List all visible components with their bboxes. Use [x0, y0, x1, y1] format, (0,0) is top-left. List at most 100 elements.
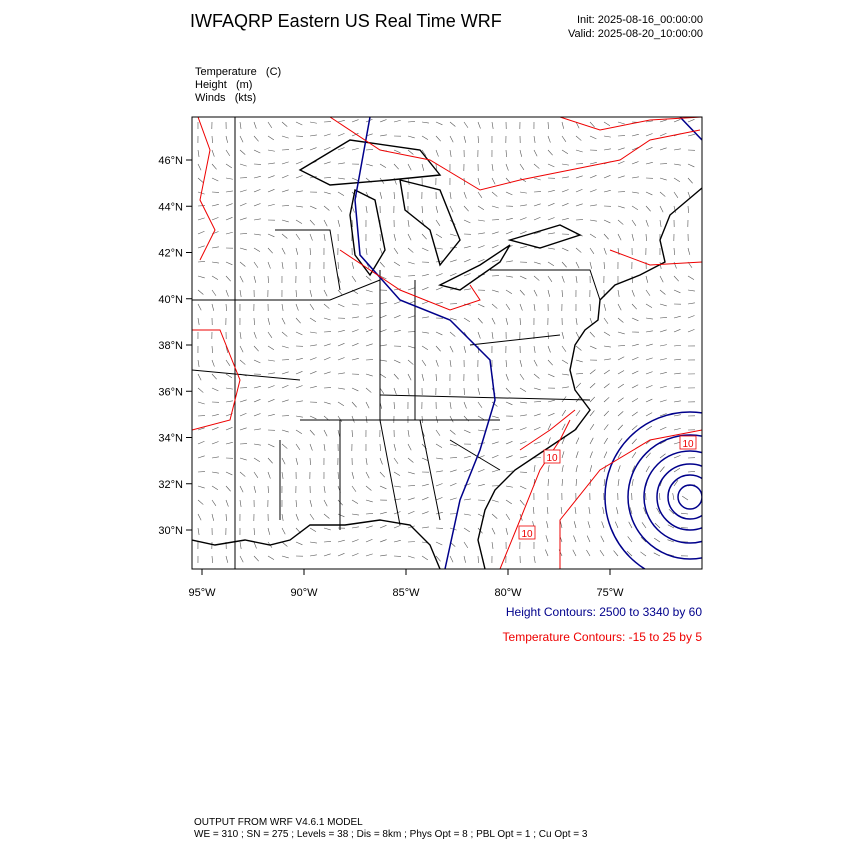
wind-barb: [561, 373, 569, 376]
wind-barb: [645, 357, 653, 361]
wind-barb: [631, 356, 639, 361]
wind-barb: [323, 401, 331, 405]
wind-barb: [449, 497, 457, 501]
wind-barb: [491, 289, 499, 293]
wind-barb: [421, 247, 429, 252]
wind-barb: [267, 443, 275, 448]
wind-barb: [337, 387, 345, 390]
wind-barb: [645, 425, 653, 431]
wind-barb: [295, 513, 299, 521]
wind-barb: [407, 219, 410, 227]
wind-barb: [477, 121, 481, 129]
wind-barb: [365, 538, 373, 543]
wind-barb: [533, 203, 541, 207]
wind-barb: [491, 401, 498, 407]
wind-barb: [197, 427, 205, 431]
wind-barb: [323, 317, 331, 321]
wind-barb: [673, 119, 681, 123]
wind-barb: [435, 483, 443, 487]
wind-barb: [393, 301, 401, 305]
wind-barb: [547, 247, 555, 250]
wind-barb: [295, 457, 298, 465]
wind-barb: [253, 203, 261, 207]
wind-barb: [225, 555, 229, 563]
wind-barb: [267, 527, 271, 535]
wind-barb: [421, 149, 427, 156]
wind-barb: [393, 540, 401, 543]
wind-barb: [561, 359, 569, 364]
wind-barb: [463, 317, 471, 323]
wind-barb: [225, 387, 233, 390]
wind-barb: [365, 513, 374, 515]
wind-barb: [239, 163, 247, 167]
wind-barb: [281, 219, 289, 223]
wind-barb: [337, 120, 345, 123]
wind-barb: [323, 233, 326, 241]
wind-barb: [253, 399, 261, 403]
wind-barb: [505, 470, 513, 473]
wind-barb: [337, 219, 341, 227]
lat-label: 46°N: [158, 155, 183, 167]
wind-barb: [435, 149, 439, 157]
wind-barb: [631, 233, 634, 241]
wind-barb: [572, 549, 577, 557]
wind-barb: [211, 135, 213, 144]
wind-barb: [295, 429, 303, 435]
wind-barb: [449, 121, 456, 127]
wind-barb: [673, 480, 679, 487]
wind-barb: [617, 479, 620, 487]
wind-barb: [309, 527, 317, 532]
wind-barb: [225, 177, 233, 180]
wind-barb: [309, 219, 315, 226]
wind-barb: [627, 536, 633, 543]
wind-barb: [645, 465, 650, 473]
wind-barb: [225, 275, 231, 282]
wind-barb: [573, 535, 577, 543]
footer-line: WE = 310 ; SN = 275 ; Levels = 38 ; Dis …: [194, 829, 588, 840]
wind-barb: [267, 247, 273, 254]
wind-barb: [407, 135, 415, 139]
title: IWFAQRP Eastern US Real Time WRF: [190, 11, 502, 31]
wind-barb: [477, 317, 483, 324]
wind-barb: [211, 177, 219, 182]
wind-barb: [281, 541, 288, 547]
wind-barb: [533, 373, 540, 379]
wind-barb: [267, 261, 271, 269]
wind-barb: [589, 331, 595, 338]
wind-barb: [505, 441, 513, 445]
wind-barb: [631, 219, 637, 226]
wind-barb: [351, 343, 359, 347]
wind-barb: [351, 177, 359, 182]
wind-barb: [673, 400, 681, 403]
wind-barb: [225, 149, 231, 157]
wind-barb: [239, 189, 247, 193]
wind-barb: [519, 217, 527, 221]
wind-barb: [547, 217, 555, 221]
wind-barb: [435, 121, 443, 126]
wind-barb: [463, 219, 471, 224]
wind-barb: [659, 426, 667, 431]
wind-barb: [547, 203, 555, 207]
wind-barb: [379, 315, 387, 319]
wind-barb: [519, 303, 523, 311]
wind-barb: [673, 205, 676, 213]
wind-barb: [323, 289, 328, 297]
wind-barb: [631, 147, 639, 151]
wind-barb: [351, 471, 355, 479]
wind-barb: [645, 233, 647, 242]
wind-barb: [197, 359, 200, 367]
wind-barb: [505, 303, 511, 310]
wind-barb: [533, 413, 541, 417]
wind-barb: [656, 507, 661, 515]
wind-barb: [365, 315, 373, 319]
wind-barb: [505, 149, 507, 158]
wind-barb: [211, 441, 219, 445]
wind-barb: [239, 457, 247, 461]
wind-barb: [435, 205, 439, 213]
wind-barb: [379, 301, 387, 305]
wind-barb: [281, 189, 289, 193]
wind-barb: [533, 401, 542, 403]
wind-barb: [547, 345, 551, 353]
wind-barb: [645, 205, 651, 212]
wind-barb: [337, 205, 343, 212]
